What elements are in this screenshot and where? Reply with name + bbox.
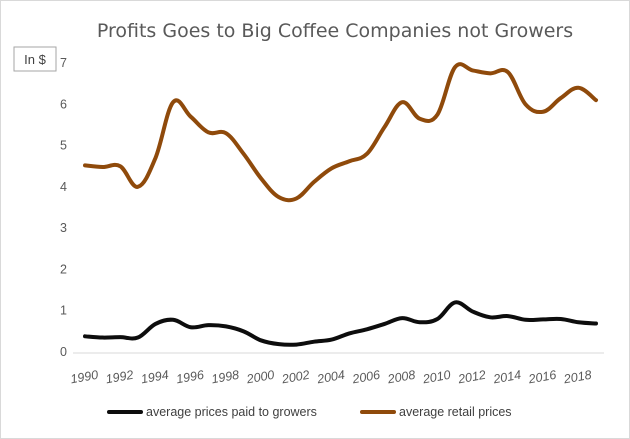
legend: average prices paid to growers average r… [107, 405, 512, 419]
chart-title: Profits Goes to Big Coffee Companies not… [97, 20, 573, 42]
y-tick-label: 2 [60, 262, 67, 276]
unit-label-box [13, 46, 57, 72]
x-tick-label: 1998 [210, 368, 240, 387]
x-tick-label: 2014 [491, 368, 522, 387]
y-tick-label: 0 [60, 345, 67, 359]
x-tick-label: 1992 [105, 368, 135, 387]
x-tick-label: 2004 [315, 368, 346, 387]
legend-label-retail: average retail prices [399, 405, 512, 419]
legend-item-retail[interactable]: average retail prices [360, 405, 512, 419]
legend-label-growers: average prices paid to growers [146, 405, 317, 419]
x-tick-label: 2008 [386, 368, 417, 387]
x-tick-label: 2012 [456, 368, 487, 387]
x-tick-label: 2002 [280, 368, 311, 387]
x-tick-label: 1996 [175, 368, 205, 387]
x-tick-label: 2006 [350, 368, 381, 387]
y-axis-ticks: 0 1 2 3 4 5 6 7 [60, 56, 67, 359]
y-tick-label: 7 [60, 56, 67, 70]
x-tick-label: 2000 [245, 368, 276, 387]
y-tick-label: 5 [60, 139, 67, 153]
x-tick-label: 1990 [69, 368, 99, 387]
y-tick-label: 1 [60, 304, 67, 318]
x-tick-label: 1994 [140, 368, 170, 387]
y-tick-label: 3 [60, 221, 67, 235]
x-tick-label: 2016 [527, 368, 558, 387]
legend-item-growers[interactable]: average prices paid to growers [107, 405, 317, 419]
y-tick-label: 4 [60, 180, 67, 194]
series-line-growers [83, 300, 598, 347]
unit-label: In $ [13, 46, 57, 72]
x-tick-label: 2010 [421, 368, 452, 387]
x-axis-ticks: 1990 1992 1994 1996 1998 2000 2002 2004 2006 2008… [69, 368, 592, 387]
y-tick-label: 6 [60, 97, 67, 111]
unit-label-text: In $ [24, 52, 46, 67]
series-lines [83, 62, 598, 347]
series-line-retail [83, 62, 598, 203]
x-tick-label: 2018 [562, 368, 593, 387]
